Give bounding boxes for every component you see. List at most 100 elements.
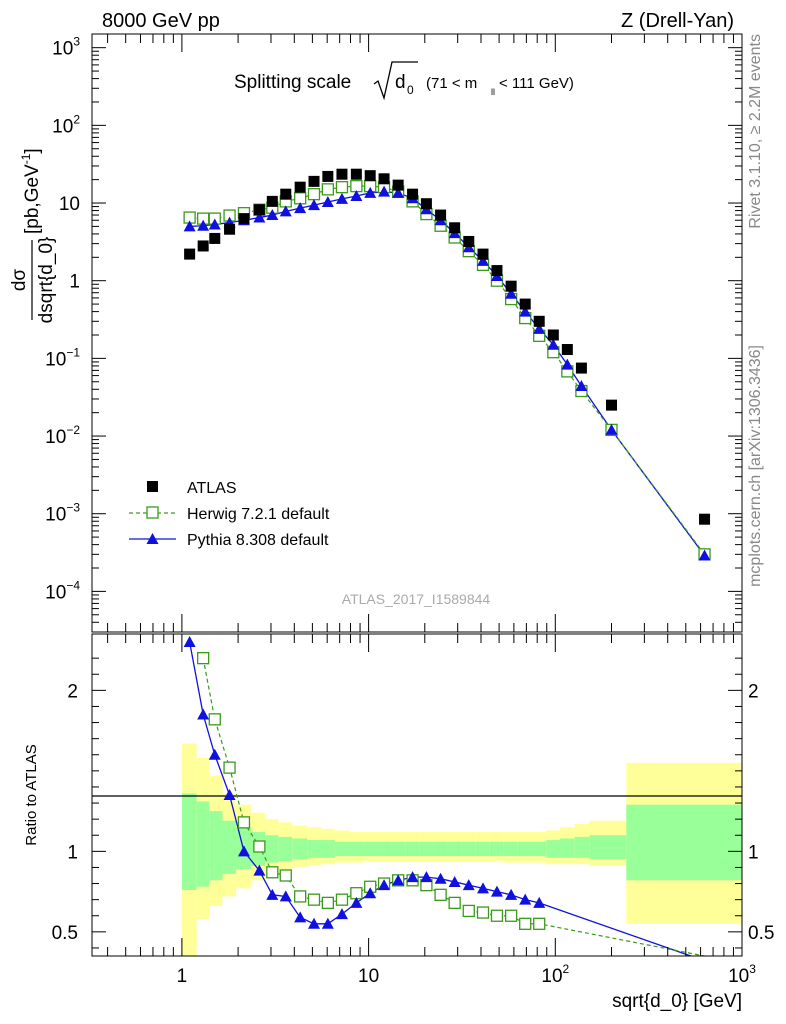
pythia-point [561,358,574,370]
pythia-point [208,218,221,230]
x-tick-label: 102 [541,962,569,987]
atlas-point [435,209,447,221]
legend-entry-herwig: Herwig 7.2.1 default [129,506,330,523]
main-series [183,168,711,561]
band-inner [546,840,561,858]
ratio-herwig-point [253,840,266,853]
pythia-point [575,380,588,392]
ratio-y-tick-label-right: 2 [748,681,759,702]
ratio-pythia-point [321,917,334,929]
ratio-herwig-point [208,713,221,726]
title-cut-post: < 111 GeV) [499,75,574,92]
title-sqrt-sub: 0 [407,83,414,97]
band-inner [447,841,462,857]
pythia-point [698,549,711,561]
ratio-herwig-point [335,893,349,906]
band-inner [489,841,504,857]
band-inner [222,820,237,874]
y-axis-label: dσ dsqrt{d_0} [pb,GeV-1] [9,148,57,323]
x-tick-label: 10 [358,966,379,987]
header-right: Z (Drell-Yan) [621,10,734,32]
title-sqrt-var: d [395,72,406,93]
atlas-point [184,248,196,260]
atlas-point [420,198,432,210]
pythia-point [294,202,307,214]
x-axis-label: sqrt{d_0} [GeV] [612,991,742,1012]
atlas-point [505,280,517,292]
band-inner [349,841,364,857]
atlas-point [392,179,404,191]
legend-marker-pythia [146,533,159,544]
ratio-y-tick-label-left: 0.5 [52,923,78,944]
band-inner [292,838,308,860]
side-mcplots: mcplots.cern.ch [arXiv:1306.3436] [747,345,764,587]
pythia-point [350,190,363,202]
atlas-point [491,265,503,277]
atlas-point [378,173,390,185]
ylabel-bottom: dsqrt{d_0} [36,237,57,324]
legend-label-herwig: Herwig 7.2.1 default [187,506,330,523]
ratio-herwig-point [476,906,490,919]
atlas-point [336,168,348,180]
ratio-herwig-point [294,890,307,903]
band-inner [278,836,293,862]
band-inner [589,835,627,860]
ratio-y-tick-label-left: 2 [67,681,78,702]
ratio-herwig-point [504,909,518,922]
pythia-line [189,191,706,556]
herwig-point [350,179,363,193]
ratio-pythia-point [294,911,307,923]
band-inner [181,793,197,890]
pythia-point [605,423,618,435]
atlas-point [533,315,545,327]
band-inner [377,841,392,857]
watermark: ATLAS_2017_I1589844 [342,591,491,607]
side-rivet: Rivet 3.1.10, ≥ 2.2M events [747,34,764,229]
legend-entry-pythia: Pythia 8.308 default [129,532,329,549]
band-inner [560,838,575,858]
y-tick-label: 10−2 [45,423,80,448]
pythia-point [307,199,320,211]
band-inner [475,841,490,857]
main-panel: 10−4 10−3 10−2 10−1 1 10 102 103 Splitting scal… [9,33,743,633]
legend-label-atlas: ATLAS [187,480,237,497]
atlas-point [463,235,475,247]
y-tick-label: 10−1 [45,345,80,370]
ratio-herwig-point [519,917,532,930]
ylabel-unit: [pb,GeV-1] [19,148,43,234]
atlas-point [350,168,362,180]
atlas-point [449,222,461,234]
band-inner [196,801,210,887]
main-frame [91,33,743,633]
ratio-pythia-point [378,879,391,891]
band-inner [626,804,742,881]
ratio-pythia-point [208,748,221,760]
x-tick-label: 1 [177,966,188,987]
legend: ATLAS Herwig 7.2.1 default Pythia 8.308 … [129,480,330,549]
ratio-y-label: Ratio to ATLAS [23,744,40,845]
ratio-series [183,636,705,956]
ratio-pythia-point [406,871,419,883]
y-tick-label: 102 [52,112,80,137]
atlas-point [238,213,250,225]
band-inner [517,841,532,857]
atlas-point [197,240,209,252]
ratio-herwig-point [434,888,447,901]
ratio-pythia-point [434,872,447,884]
ratio-y-tick-label-right: 0.5 [748,923,774,944]
herwig-point [335,181,349,194]
ratio-pythia-point [350,896,363,908]
band-inner [321,840,335,858]
ratio-herwig-point [490,909,504,922]
atlas-point [519,298,531,310]
x-tick-label: 103 [728,962,756,987]
ratio-herwig-point [307,893,321,906]
band-inner [209,811,223,881]
legend-marker-atlas [147,481,158,492]
pythia-point [335,192,348,204]
y-tick-label: 10−4 [45,578,80,603]
ratio-y-tick-label-right: 1 [748,842,759,863]
herwig-point [321,183,334,196]
ratio-pythia-point [253,864,266,876]
pythia-point [378,185,391,197]
